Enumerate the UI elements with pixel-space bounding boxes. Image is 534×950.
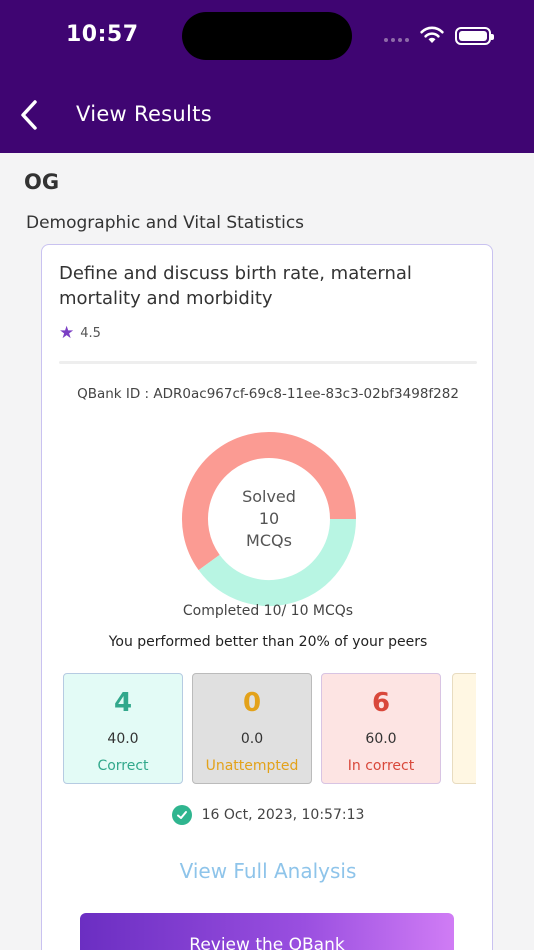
qbank-id: QBank ID : ADR0ac967cf-69c8-11ee-83c3-02… — [77, 386, 459, 402]
app-header: 10:57 View Results — [0, 0, 534, 153]
attempt-date: 16 Oct, 2023, 10:57:13 — [201, 807, 365, 823]
check-circle-icon — [171, 805, 192, 825]
subject-title: OG — [24, 170, 60, 194]
review-qbank-button[interactable]: Review the QBank — [80, 913, 454, 950]
back-arrow-icon[interactable] — [16, 98, 46, 132]
stat-percent: 0.0 — [240, 731, 264, 747]
completed-text: Completed 10/ 10 MCQs — [182, 603, 354, 619]
stat-label: Unattempted — [205, 758, 299, 774]
stat-percent: 40.0 — [107, 731, 139, 747]
view-full-analysis-link[interactable]: View Full Analysis — [179, 859, 357, 883]
dynamic-island — [182, 12, 352, 60]
donut-segment-correct — [198, 518, 356, 606]
status-time: 10:57 — [66, 22, 139, 47]
battery-icon — [455, 27, 494, 45]
donut-segment-in-correct — [182, 432, 356, 571]
divider — [59, 361, 477, 364]
stat-unattempted: 0 0.0 Unattempted — [192, 673, 312, 784]
stat-count: 6 — [371, 688, 391, 718]
chapter-title: Demographic and Vital Statistics — [26, 213, 305, 233]
rating: ★ 4.5 — [59, 323, 101, 343]
donut-label-count: 10 — [258, 509, 280, 528]
donut-label-mcqs: MCQs — [246, 531, 292, 550]
stats-row[interactable]: 4 40.0 Correct 0 0.0 Unattempted 6 60.0 … — [63, 673, 476, 785]
donut-label-solved: Solved — [242, 487, 296, 506]
rating-value: 4.5 — [80, 325, 101, 341]
attempt-date-row: 16 Oct, 2023, 10:57:13 — [42, 805, 494, 825]
topic-title: Define and discuss birth rate, maternal … — [59, 263, 412, 309]
star-icon: ★ — [59, 323, 75, 343]
donut-chart: Solved 10 MCQs — [179, 429, 359, 609]
stat-count: 4 — [113, 688, 133, 718]
stat-count: 0 — [242, 688, 262, 718]
stat-label: Correct — [97, 758, 149, 774]
signal-icon — [384, 38, 409, 42]
stat-correct: 4 40.0 Correct — [63, 673, 183, 784]
stat-percent: 60.0 — [365, 731, 397, 747]
peers-text: You performed better than 20% of your pe… — [108, 634, 428, 650]
stat-partial-card — [452, 673, 476, 784]
donut-label: Solved 10 MCQs — [179, 429, 359, 609]
stat-label: In correct — [347, 758, 415, 774]
wifi-icon — [420, 26, 444, 43]
result-card: Define and discuss birth rate, maternal … — [41, 244, 493, 950]
page-title: View Results — [76, 102, 212, 126]
stat-incorrect: 6 60.0 In correct — [321, 673, 441, 784]
